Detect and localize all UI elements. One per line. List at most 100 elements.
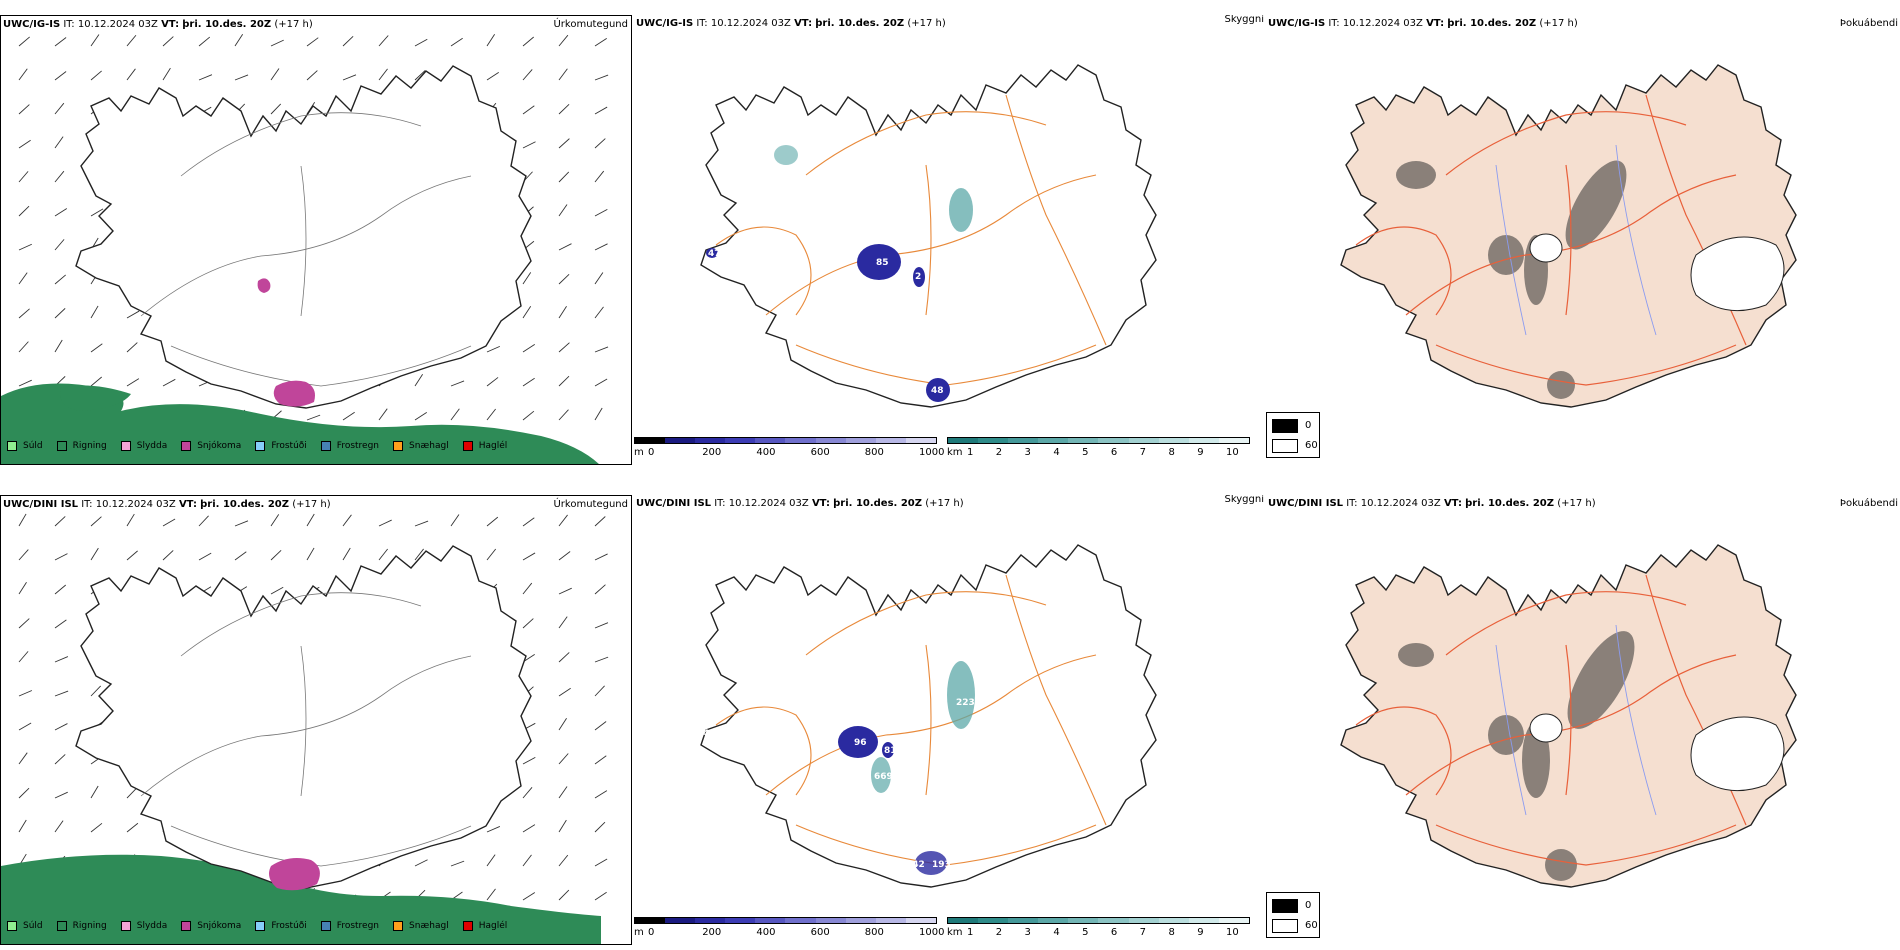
wind-barb <box>18 722 32 731</box>
visibility-map: 47 96 81 669 442 193 206 223 <box>700 544 1157 888</box>
fog-panel-title: Þokuábendi <box>1839 498 1898 509</box>
road-network <box>715 574 1107 866</box>
wind-barb <box>162 36 174 47</box>
legend-swatch <box>56 441 67 451</box>
wind-barb <box>270 586 284 595</box>
wind-barb <box>54 791 68 799</box>
wind-barb <box>54 584 67 595</box>
wind-barb <box>90 685 102 697</box>
wind-barb <box>414 38 428 47</box>
wind-barb <box>594 891 607 901</box>
legend-label: Súld <box>23 921 43 931</box>
legend-item: Rigning <box>56 441 107 451</box>
legend-item: Frostregn <box>320 921 379 931</box>
wind-barb <box>522 756 536 765</box>
fog-dark-areas <box>1398 631 1635 881</box>
colorbar-segment <box>905 438 936 443</box>
wind-barb <box>18 549 29 561</box>
colorbar-segment <box>905 918 936 923</box>
wind-barb <box>558 889 570 901</box>
legend-item: Rigning <box>56 921 107 931</box>
wind-barb <box>558 616 568 629</box>
colorbar-segment <box>755 918 786 923</box>
wind-barb <box>378 35 389 47</box>
legend-item: Snjókoma <box>181 441 241 451</box>
wind-barb <box>18 104 30 115</box>
wind-barb <box>594 170 605 183</box>
wind-barb <box>18 787 30 799</box>
visibility-cloud-2 <box>871 757 891 793</box>
wind-barb <box>18 243 32 251</box>
wind-barb <box>234 551 247 561</box>
wind-barb <box>126 550 138 561</box>
wind-barb <box>54 619 67 629</box>
colorbar-tick: 0 <box>648 927 655 938</box>
wind-barb <box>558 204 568 217</box>
visibility-cloud-1 <box>947 661 975 729</box>
visibility-map: 47 85 2 48 71 <box>700 64 1157 408</box>
wind-barb <box>558 819 567 833</box>
rain-area-west <box>60 385 131 411</box>
colorbar-tick: 5 <box>1082 447 1089 458</box>
legend-item: Frostúði <box>255 921 307 931</box>
wind-barb <box>162 518 176 527</box>
wind-barb <box>306 513 315 527</box>
colorbar-tick: 600 <box>810 447 830 458</box>
wind-barb <box>450 380 465 387</box>
colorbar-segment <box>875 918 906 923</box>
colorbar-tick: 200 <box>702 447 722 458</box>
legend-swatch <box>56 921 67 931</box>
colorbar-tick: 800 <box>864 927 884 938</box>
legend-swatch <box>7 921 17 931</box>
wind-barb <box>594 208 608 217</box>
wind-barb <box>486 826 501 833</box>
wind-barb <box>90 822 103 833</box>
wind-barb <box>522 105 535 115</box>
ceiling-visibility-panel-row2: UWC/DINI ISL IT: 10.12.2024 03Z VT: þri.… <box>634 495 1264 945</box>
wind-barb <box>54 136 64 149</box>
ceiling-colorbar-swatches <box>634 437 937 444</box>
colorbar-segment <box>785 438 816 443</box>
legend-swatch <box>255 441 266 451</box>
glacier <box>1529 233 1563 263</box>
precip-type-panel-row2: UWC/DINI ISL IT: 10.12.2024 03Z VT: þri.… <box>0 495 632 945</box>
wind-barb <box>234 34 244 47</box>
vis-panel-title: Skyggni <box>1224 15 1264 25</box>
wind-barb <box>414 70 426 81</box>
wind-barb <box>18 272 28 285</box>
wind-barb <box>558 103 570 115</box>
colorbar-tick: 4 <box>1053 447 1060 458</box>
coastline <box>700 64 1157 408</box>
precip-header-row1: UWC/IG-IS IT: 10.12.2024 03Z VT: þri. 10… <box>3 19 313 30</box>
wind-barb <box>594 516 606 527</box>
legend-swatch <box>255 921 266 931</box>
precip-map <box>1 513 609 944</box>
fog-legend-row2: 0 60 <box>1266 892 1320 938</box>
wind-barb <box>54 308 66 319</box>
wind-barb <box>522 892 536 901</box>
legend-label: Haglél <box>478 921 508 931</box>
colorbar-segment <box>1128 918 1159 923</box>
legend-label: Frostregn <box>336 441 380 451</box>
wind-barb <box>162 378 176 387</box>
wind-barb <box>522 854 532 867</box>
wind-barb <box>594 656 609 663</box>
visibility-colorbar-swatches <box>947 437 1250 444</box>
colorbar-segment <box>1218 438 1249 443</box>
wind-barb <box>54 690 69 697</box>
colorbar-segment <box>1038 918 1069 923</box>
wind-barb <box>558 171 570 183</box>
colorbar-segment <box>875 438 906 443</box>
wind-barb <box>90 208 104 217</box>
legend-swatch <box>120 921 131 931</box>
legend-item: Súld <box>7 921 43 931</box>
coastline <box>75 545 532 889</box>
legend-item: Snjókoma <box>181 921 241 931</box>
wind-barb <box>594 858 608 867</box>
legend-swatch <box>320 441 331 451</box>
colorbar-segment <box>1218 918 1249 923</box>
colorbar-segment <box>1068 918 1099 923</box>
wind-barb <box>126 34 137 47</box>
wind-barb <box>522 141 536 149</box>
colorbar-segment <box>1038 438 1069 443</box>
